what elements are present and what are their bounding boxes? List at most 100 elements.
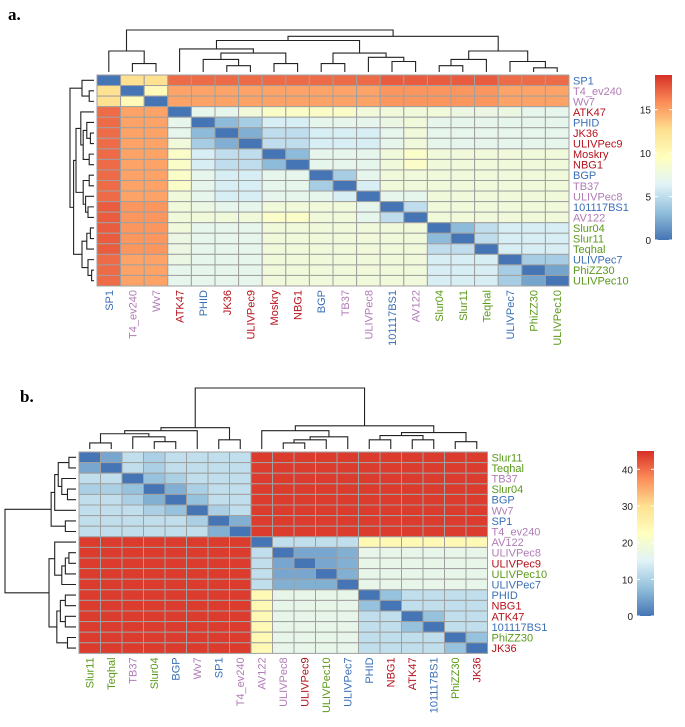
heatmap-cell	[444, 642, 467, 654]
heatmap-cell	[356, 253, 381, 266]
heatmap-cell	[167, 180, 192, 192]
heatmap-cell	[121, 568, 144, 580]
heatmap-cell	[497, 264, 523, 276]
heatmap-cell	[120, 222, 145, 234]
heatmap-cell	[356, 148, 381, 160]
heatmap-cell	[521, 169, 546, 181]
heatmap-cell	[544, 253, 570, 266]
heatmap-cell	[96, 253, 122, 266]
heatmap-cell	[444, 493, 467, 506]
heatmap-cell	[379, 546, 402, 559]
heatmap-cell	[261, 201, 287, 213]
heatmap-cell	[293, 557, 316, 570]
column-label: ULIVPec10	[321, 657, 333, 713]
heatmap-cell	[190, 264, 216, 276]
column-label: AV122	[257, 657, 269, 689]
heatmap-cell	[332, 222, 358, 234]
heatmap-cell	[356, 158, 381, 171]
heatmap-cell	[544, 95, 570, 108]
heatmap-cell	[308, 127, 334, 139]
heatmap-cell	[422, 451, 445, 464]
heatmap-cell	[229, 515, 252, 527]
heatmap-cell	[497, 180, 523, 192]
heatmap-cell	[379, 116, 405, 129]
heatmap-cell	[315, 515, 338, 527]
heatmap-cell	[250, 504, 273, 517]
heatmap-cell	[238, 232, 263, 245]
heatmap-cells	[96, 74, 570, 287]
heatmap-cell	[100, 504, 123, 517]
heatmap-cell	[143, 568, 166, 580]
dendrogram-link	[294, 425, 435, 433]
column-label: PHID	[364, 657, 376, 683]
heatmap-cell	[285, 116, 310, 129]
heatmap-cell	[214, 222, 240, 234]
heatmap-cell	[143, 472, 166, 485]
heatmap-cell	[250, 610, 273, 623]
dendrogram-link	[226, 65, 251, 72]
heatmap-cell	[261, 232, 287, 245]
column-label: Slur04	[149, 657, 161, 689]
heatmap-cell	[120, 253, 145, 266]
heatmap-cell	[401, 589, 424, 601]
heatmap-cell	[332, 127, 358, 139]
heatmap-cell	[426, 232, 452, 245]
heatmap-cell	[379, 137, 405, 150]
heatmap-cell	[120, 211, 145, 224]
heatmap-cell	[100, 451, 123, 464]
heatmap-cell	[272, 599, 295, 612]
heatmap-cell	[190, 116, 216, 129]
heatmap-cell	[121, 451, 144, 464]
heatmap-cell	[521, 201, 546, 213]
heatmap-cell	[426, 158, 452, 171]
heatmap-cell	[238, 190, 263, 203]
heatmap-cell	[121, 483, 144, 495]
dendrogram-link	[57, 462, 69, 487]
dendrogram-link	[88, 174, 94, 187]
heatmap-cell	[356, 85, 381, 97]
heatmap-cell	[293, 599, 316, 612]
heatmap-cell	[544, 190, 570, 203]
heatmap-cell	[143, 222, 169, 234]
heatmap-cell	[238, 74, 263, 87]
heatmap-cell	[214, 274, 240, 287]
heatmap-cell	[401, 525, 424, 538]
row-label: T4_ev240	[573, 86, 622, 98]
heatmap-cell	[207, 472, 230, 485]
heatmap-cell	[78, 525, 101, 538]
heatmap-cell	[261, 243, 287, 255]
heatmap-cell	[293, 621, 316, 633]
heatmap-cell	[250, 578, 273, 591]
heatmap-cell	[422, 578, 445, 591]
heatmap-cell	[143, 85, 169, 97]
heatmap-cell	[497, 211, 523, 224]
heatmap-cell	[450, 148, 476, 160]
heatmap-cell	[379, 95, 405, 108]
heatmap-cell	[229, 610, 252, 623]
heatmap-cell	[544, 106, 570, 118]
column-label: ULIVPec7	[343, 657, 355, 707]
row-label: T4_ev240	[492, 527, 541, 539]
heatmap-cell	[358, 493, 381, 506]
heatmap-cell	[497, 222, 523, 234]
heatmap-cell	[272, 557, 295, 570]
legend-tick-label: 10	[640, 149, 652, 160]
heatmap-cell	[261, 137, 287, 150]
dendrogram-link	[48, 558, 57, 628]
heatmap-cell	[214, 137, 240, 150]
heatmap-cell	[78, 462, 101, 474]
heatmap-cell	[229, 504, 252, 517]
heatmap-cell	[450, 95, 476, 108]
heatmap-cell	[474, 169, 499, 181]
heatmap-cell	[497, 148, 523, 160]
heatmap-cell	[474, 74, 499, 87]
heatmap-cell	[308, 158, 334, 171]
heatmap-cell	[167, 116, 192, 129]
heatmap-cell	[167, 274, 192, 287]
heatmap-cell	[250, 451, 273, 464]
column-label: ULIVPec8	[363, 290, 375, 340]
heatmap-cell	[379, 504, 402, 517]
heatmap-cell	[250, 472, 273, 485]
heatmap-cell	[521, 158, 546, 171]
heatmap-cell	[186, 515, 209, 527]
